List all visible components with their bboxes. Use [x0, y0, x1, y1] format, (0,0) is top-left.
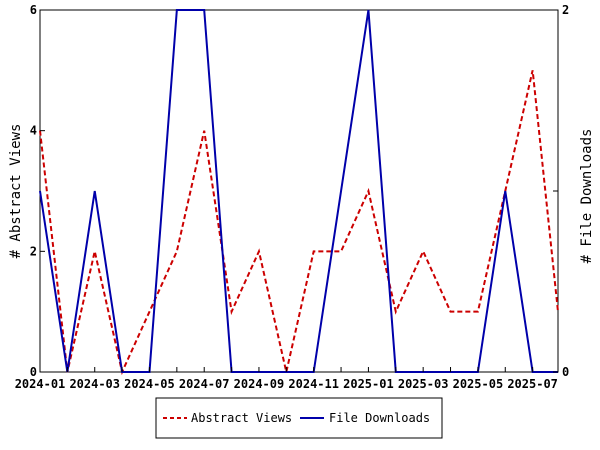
- tick-layer: 2024-01 2024-03 2024-05 2024-07 2024-09 2024-…: [15, 3, 570, 391]
- legend-box: [155, 397, 443, 439]
- legend: Abstract Views File Downloads: [155, 397, 443, 439]
- x-tick-label: 2024-11: [288, 377, 339, 391]
- y-right-tick-label: 2: [562, 3, 569, 17]
- series-line-file-downloads: [39, 9, 558, 373]
- y-axis-left-title: # Abstract Views: [8, 124, 24, 259]
- x-tick-label: 2024-05: [124, 377, 175, 391]
- x-tick-label: 2024-01: [15, 377, 66, 391]
- y-right-tick-label: 0: [562, 365, 569, 379]
- legend-label-file-downloads: File Downloads: [329, 411, 430, 425]
- x-tick-label: 2024-09: [234, 377, 285, 391]
- y-left-tick-label: 2: [30, 244, 37, 258]
- x-tick-label: 2025-03: [398, 377, 449, 391]
- y-axis-right-title: # File Downloads: [579, 129, 595, 264]
- x-tick-label: 2024-07: [179, 377, 230, 391]
- x-tick-label: 2025-01: [343, 377, 394, 391]
- x-tick-label: 2025-05: [453, 377, 504, 391]
- x-tick-label: 2025-07: [507, 377, 558, 391]
- y-left-tick-label: 0: [30, 365, 37, 379]
- legend-label-abstract-views: Abstract Views: [191, 411, 292, 425]
- series-layer: [39, 9, 559, 376]
- series-line-abstract-views: [39, 70, 559, 376]
- y-left-tick-label: 4: [30, 124, 37, 138]
- plot-area: [39, 9, 559, 373]
- x-tick-label: 2024-03: [69, 377, 120, 391]
- y-left-tick-label: 6: [30, 3, 37, 17]
